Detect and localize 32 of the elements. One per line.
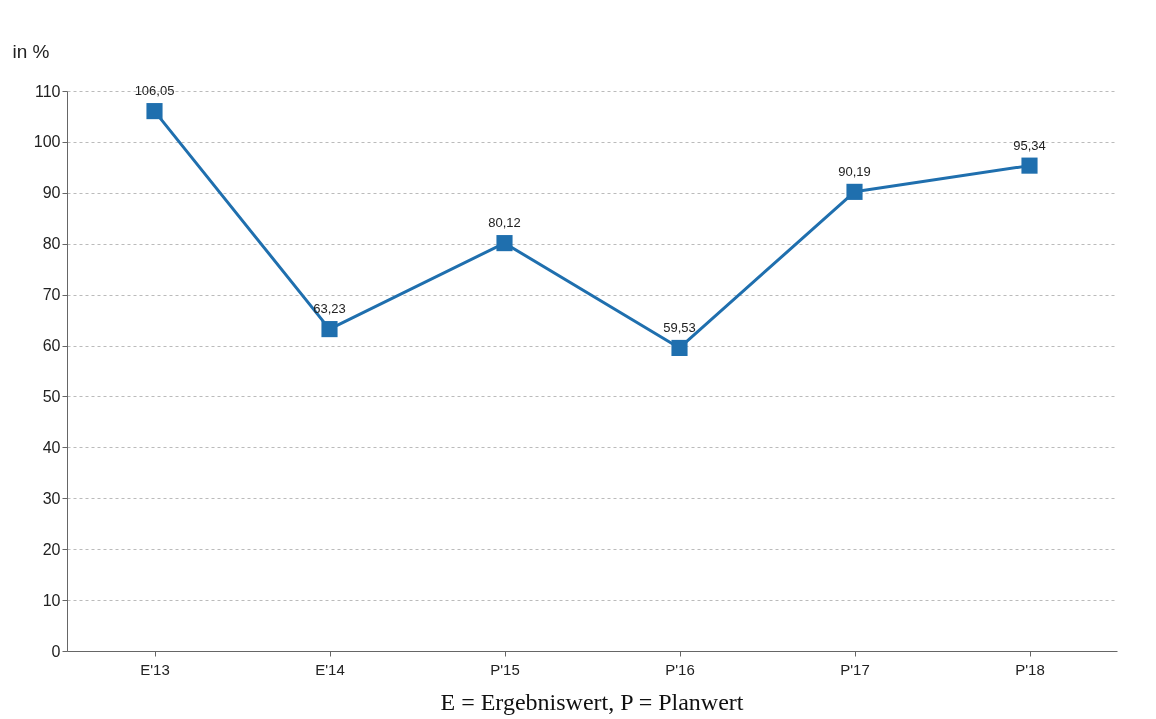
x-tick-label: P'16	[665, 660, 695, 678]
point	[496, 235, 513, 252]
data-label: 63,23	[313, 301, 346, 317]
y-tick-label: 50	[42, 387, 61, 405]
data-label: 90,19	[838, 163, 871, 179]
text: E = Ergebniswert, P = Planwert	[440, 689, 744, 715]
x-tick-label: P'15	[490, 660, 520, 678]
point	[146, 103, 163, 120]
data-label: 106,05	[134, 83, 175, 99]
y-tick-label: 60	[42, 337, 61, 355]
y-tick-label: 70	[42, 286, 61, 304]
y-tick-label: 100	[33, 133, 61, 151]
y-tick-label: 40	[42, 438, 61, 456]
y-tick-label: 30	[42, 489, 61, 507]
data-label: 95,34	[1013, 137, 1046, 153]
x-tick-label: P'17	[840, 660, 870, 678]
data-label: 80,12	[488, 215, 521, 231]
y-axis-title: in %	[12, 40, 50, 62]
y-tick-label: 10	[42, 591, 61, 609]
point	[321, 321, 338, 338]
point	[671, 339, 688, 356]
data-label: 59,53	[663, 319, 696, 335]
x-tick-label: E'14	[315, 660, 345, 678]
x-tick-label: E'13	[140, 660, 170, 678]
y-tick-label: 80	[42, 235, 61, 253]
point	[1021, 157, 1038, 174]
point	[846, 183, 863, 200]
y-tick-label: 90	[42, 184, 61, 202]
x-tick-label: P'18	[1015, 660, 1045, 678]
y-tick-label: 110	[34, 82, 61, 100]
y-tick-label: 0	[51, 642, 61, 660]
y-tick-label: 20	[42, 540, 61, 558]
